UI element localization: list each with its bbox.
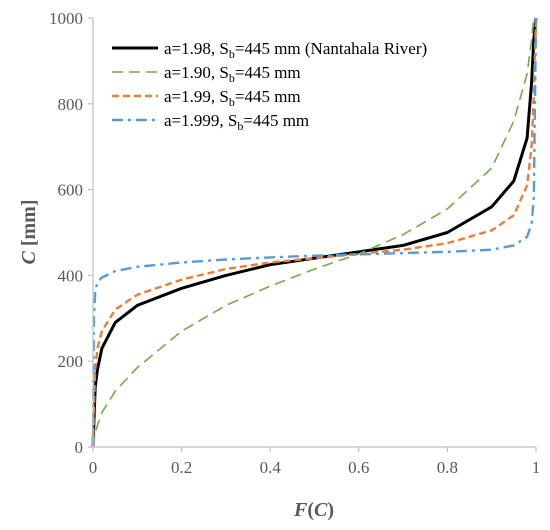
legend-label: a=1.99, Sb=445 mm xyxy=(164,87,301,109)
series-line xyxy=(91,17,538,448)
x-ticks: 0 0.2 0.4 0.6 0.8 1 xyxy=(89,447,541,477)
y-tick-label: 600 xyxy=(58,181,84,200)
series-line xyxy=(91,17,538,448)
y-tick-label: 0 xyxy=(75,438,84,457)
x-tick-label: 0 xyxy=(89,458,98,477)
y-tick-label: 400 xyxy=(58,266,84,285)
y-tick-label: 1000 xyxy=(49,9,83,28)
series-line xyxy=(91,17,538,448)
legend-label: a=1.90, Sb=445 mm xyxy=(164,63,301,85)
plot-lines xyxy=(91,17,538,448)
series-line xyxy=(92,17,535,448)
legend-label: a=1.999, Sb=445 mm xyxy=(164,111,309,133)
y-ticks: 0 200 400 600 800 1000 xyxy=(49,9,93,457)
legend: a=1.98, Sb=445 mm (Nantahala River)a=1.9… xyxy=(112,39,427,133)
y-tick-label: 800 xyxy=(58,95,84,114)
y-axis-title: C [mm] xyxy=(18,200,40,265)
x-tick-label: 0.2 xyxy=(171,458,192,477)
x-tick-label: 0.8 xyxy=(437,458,458,477)
y-tick-label: 200 xyxy=(58,352,84,371)
x-tick-label: 0.4 xyxy=(260,458,282,477)
axes xyxy=(92,18,536,448)
x-axis-title: F(C) xyxy=(293,499,334,521)
legend-label: a=1.98, Sb=445 mm (Nantahala River) xyxy=(164,39,427,61)
x-tick-label: 1 xyxy=(532,458,541,477)
x-tick-label: 0.6 xyxy=(348,458,369,477)
